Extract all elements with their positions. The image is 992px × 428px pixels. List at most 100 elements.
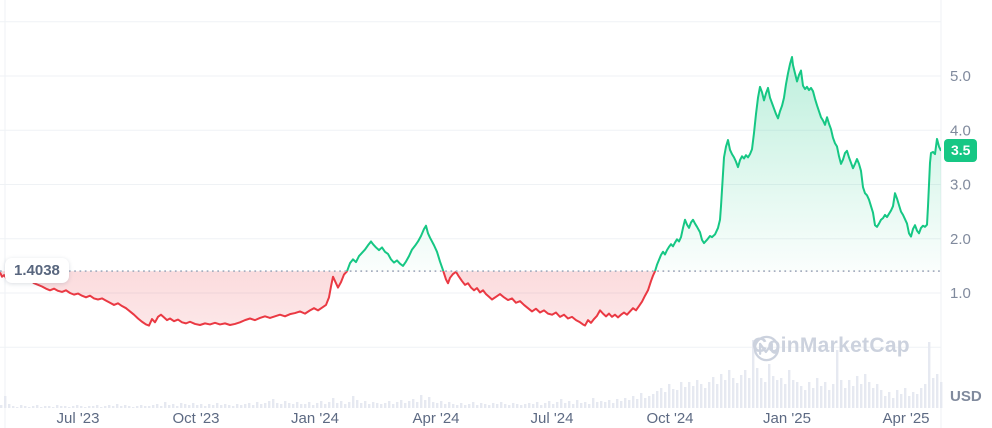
volume-bar [120, 406, 123, 408]
volume-bar [536, 402, 539, 408]
volume-bar [372, 402, 375, 408]
volume-bar [676, 390, 679, 408]
volume-bar [160, 406, 163, 408]
volume-bar [688, 382, 691, 408]
volume-bar [788, 370, 791, 408]
volume-bar [580, 403, 583, 408]
volume-bar [336, 403, 339, 408]
volume-bar [544, 403, 547, 408]
volume-bar [684, 387, 687, 408]
volume-bar [700, 384, 703, 408]
volume-bar [844, 388, 847, 408]
volume-bar [864, 374, 867, 408]
volume-bar [24, 406, 27, 408]
volume-bar [888, 392, 891, 408]
volume-bar [656, 391, 659, 408]
volume-bar [548, 401, 551, 408]
volume-bar [660, 388, 663, 408]
price-line-up[interactable] [0, 56, 941, 326]
volume-bar [812, 388, 815, 408]
volume-bar [896, 390, 899, 408]
volume-bar [572, 404, 575, 408]
volume-bar [388, 401, 391, 408]
volume-bar [800, 386, 803, 408]
volume-bar [192, 403, 195, 408]
volume-bar [420, 395, 423, 408]
x-axis-label: Oct '23 [172, 410, 219, 427]
volume-bar [332, 398, 335, 408]
volume-bar [212, 405, 215, 408]
volume-bar [924, 384, 927, 408]
volume-bar [492, 403, 495, 408]
volume-bar [424, 400, 427, 408]
volume-bar [712, 377, 715, 408]
volume-bar [384, 403, 387, 408]
volume-bar [840, 380, 843, 408]
volume-bar [108, 405, 111, 408]
volume-bar [556, 402, 559, 408]
volume-bar [184, 404, 187, 408]
volume-bar [504, 404, 507, 408]
volume-bar [360, 403, 363, 408]
volume-bar [376, 403, 379, 408]
volume-bar [44, 406, 47, 408]
volume-bar [784, 384, 787, 408]
volume-bar [552, 404, 555, 408]
volume-bar [560, 399, 563, 408]
volume-bar [208, 404, 211, 408]
current-price-badge: 3.5 [944, 139, 978, 163]
volume-bar [352, 396, 355, 408]
volume-bar [168, 405, 171, 408]
volume-bar [940, 382, 943, 408]
volume-bar [436, 403, 439, 408]
volume-bar [872, 388, 875, 408]
volume-bar [816, 378, 819, 408]
volume-bar [204, 406, 207, 408]
volume-bar [520, 405, 523, 408]
volume-bar [680, 382, 683, 408]
volume-bar [460, 403, 463, 408]
volume-bar [456, 405, 459, 408]
volume-bar [568, 401, 571, 408]
x-axis-label: Jul '24 [531, 410, 574, 427]
volume-bar [272, 399, 275, 408]
volume-bar [792, 380, 795, 408]
volume-bar [308, 402, 311, 408]
volume-bar [748, 378, 751, 408]
volume-bar [324, 404, 327, 408]
volume-bar [724, 380, 727, 408]
y-axis-label: 1.0 [950, 285, 971, 302]
volume-bar [268, 401, 271, 408]
volume-bar [624, 398, 627, 408]
volume-bar [540, 405, 543, 408]
price-line-down[interactable] [0, 57, 941, 327]
volume-bar [300, 404, 303, 408]
volume-bar [96, 405, 99, 408]
volume-bar [228, 405, 231, 408]
volume-bar [524, 404, 527, 408]
volume-bar [620, 401, 623, 408]
volume-bar [916, 394, 919, 408]
volume-bar [912, 392, 915, 408]
volume-bar [72, 406, 75, 408]
volume-bar [40, 407, 43, 408]
volume-bar [720, 374, 723, 408]
volume-bar [440, 401, 443, 408]
volume-bar [136, 406, 139, 408]
volume-bar [132, 407, 135, 408]
volume-bar [68, 407, 71, 408]
volume-bar [772, 376, 775, 408]
volume-bar [140, 405, 143, 408]
volume-bar [368, 404, 371, 408]
volume-bar [304, 404, 307, 408]
volume-bar [88, 406, 91, 408]
volume-bar [0, 405, 3, 408]
x-axis-label: Jul '23 [57, 410, 100, 427]
volume-bar [452, 404, 455, 408]
volume-bar [356, 400, 359, 408]
volume-bar [828, 390, 831, 408]
volume-bar [604, 402, 607, 408]
volume-bar [48, 406, 51, 408]
volume-bar [628, 400, 631, 408]
